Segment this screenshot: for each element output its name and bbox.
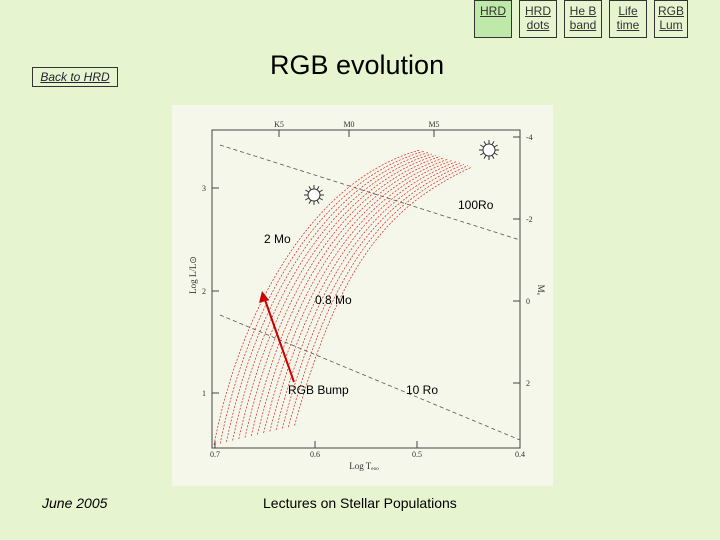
nav-label: band	[569, 18, 597, 32]
evolution-track	[238, 154, 437, 440]
x-tick-label: 0.6	[310, 450, 320, 459]
nav-label: RGB	[657, 4, 684, 18]
star-ray	[491, 141, 495, 146]
evolution-track	[257, 158, 449, 435]
evolution-tracks	[213, 149, 473, 446]
star-ray	[316, 199, 320, 204]
y-tick-label: 3	[202, 184, 206, 193]
mass-2-label: 2 Mo	[264, 232, 291, 246]
footer-course: Lectures on Stellar Populations	[263, 495, 457, 511]
footer-date: June 2005	[42, 495, 108, 511]
evolution-track	[232, 153, 433, 441]
star-ray	[493, 152, 498, 156]
nav-life-time[interactable]: Life time	[609, 0, 647, 38]
evolution-track	[250, 157, 445, 437]
star-ray	[480, 152, 485, 156]
nav-label: dots	[526, 18, 550, 32]
hr-diagram-svg: 0.7 0.6 0.5 0.4 1 2 3 -4 -2 0 2 K5 M0 M5 Log L/L⊙ Log…	[188, 120, 546, 471]
mass-08-label: 0.8 Mo	[315, 293, 352, 307]
right-tick-label: 2	[526, 379, 530, 388]
y-axis-label: Log L/L⊙	[188, 256, 198, 294]
rgb-bump-label: RGB Bump	[288, 383, 349, 397]
nav-label: Lum	[659, 18, 683, 32]
nav-hrd-dots[interactable]: HRD dots	[519, 0, 557, 38]
star-core	[482, 143, 496, 157]
radius-100-line	[219, 144, 521, 241]
star-ray	[318, 197, 323, 201]
nav-hrd[interactable]: HRD	[474, 0, 512, 38]
star-ray	[316, 186, 320, 191]
radius-100-label: 100Ro	[458, 198, 494, 212]
star-ray	[308, 186, 312, 191]
radius-10-label: 10 Ro	[406, 383, 439, 397]
evolution-track	[294, 166, 473, 426]
spectral-label: M5	[428, 120, 439, 129]
x-axis-label: Log Tₑₒₒ	[349, 461, 379, 471]
star-ray	[305, 197, 310, 201]
star-ray	[318, 189, 323, 193]
right-tick-label: -4	[526, 133, 533, 142]
evolution-track	[288, 165, 469, 428]
back-to-hrd-link[interactable]: Back to HRD	[32, 67, 118, 87]
nav-heb-band[interactable]: He B band	[564, 0, 602, 38]
nav-rgb-lum[interactable]: RGB Lum	[654, 0, 688, 38]
evolution-track	[269, 161, 457, 432]
y-tick-label: 1	[202, 389, 206, 398]
hr-diagram-figure: 0.7 0.6 0.5 0.4 1 2 3 -4 -2 0 2 K5 M0 M5 Log L/L⊙ Log…	[172, 105, 553, 486]
evolution-track	[281, 163, 465, 429]
star-ray	[483, 141, 487, 146]
right-axis-label: Mᵥ	[536, 285, 546, 296]
nav-label: HRD	[480, 4, 506, 18]
page-title: RGB evolution	[270, 50, 445, 80]
nav-label: HRD	[525, 4, 551, 18]
right-tick-label: -2	[526, 215, 533, 224]
x-tick-label: 0.5	[412, 450, 422, 459]
nav-label: time	[616, 18, 640, 32]
star-ray	[483, 154, 487, 159]
star-markers	[304, 140, 499, 205]
star-ray	[493, 144, 498, 148]
evolution-track	[263, 160, 453, 434]
spectral-label: M0	[343, 120, 354, 129]
x-tick-label: 0.7	[210, 450, 220, 459]
star-core	[307, 188, 321, 202]
star-ray	[491, 154, 495, 159]
x-tick-label: 0.4	[515, 450, 525, 459]
y-tick-label: 2	[202, 287, 206, 296]
nav-label: He B	[569, 4, 597, 18]
star-ray	[305, 189, 310, 193]
evolution-track	[275, 162, 461, 431]
axis-tick-labels: 0.7 0.6 0.5 0.4 1 2 3 -4 -2 0 2 K5 M0 M5	[202, 120, 533, 459]
star-ray	[480, 144, 485, 148]
star-icon	[479, 140, 499, 160]
radius-10-line	[219, 314, 521, 441]
plot-frame	[211, 129, 521, 449]
star-ray	[308, 199, 312, 204]
nav-label: Life	[618, 4, 638, 18]
rgb-bump-arrowhead	[259, 291, 269, 303]
evolution-track	[219, 150, 425, 444]
evolution-track	[244, 156, 441, 438]
rgb-bump-arrow	[264, 299, 295, 383]
right-tick-label: 0	[526, 297, 530, 306]
radius-lines	[219, 144, 521, 441]
axis-ticks	[212, 130, 521, 448]
star-icon	[304, 185, 324, 205]
spectral-label: K5	[274, 120, 284, 129]
evolution-track	[213, 149, 421, 446]
